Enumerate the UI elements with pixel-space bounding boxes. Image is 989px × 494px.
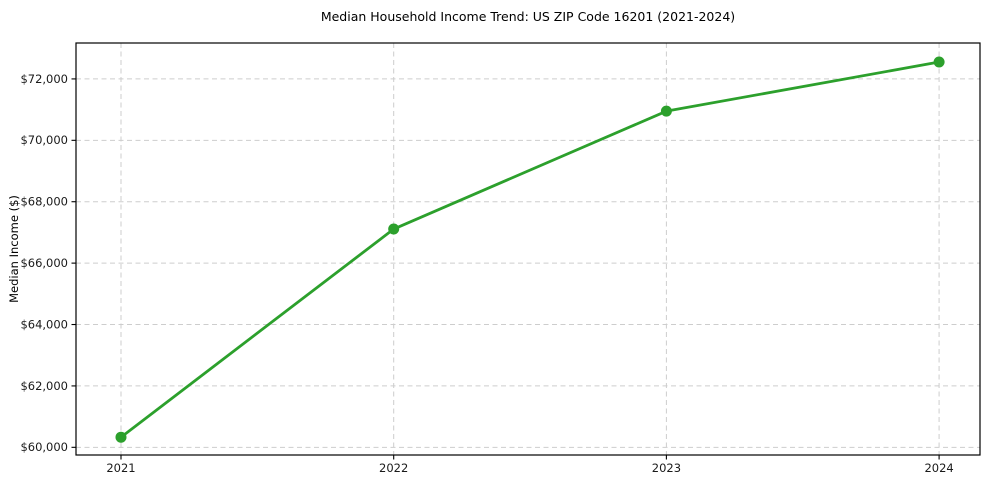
chart-title: Median Household Income Trend: US ZIP Co… — [320, 9, 736, 24]
y-tick-label: $62,000 — [20, 379, 68, 393]
data-point-marker — [115, 431, 127, 443]
x-tick-label: 2021 — [106, 461, 135, 475]
data-point-marker — [933, 56, 945, 68]
data-point-marker — [388, 223, 400, 235]
y-axis-label: Median Income ($) — [7, 195, 21, 303]
y-tick-label: $60,000 — [20, 440, 68, 454]
x-tick-label: 2022 — [379, 461, 408, 475]
y-tick-label: $68,000 — [20, 195, 68, 209]
y-tick-label: $66,000 — [20, 256, 68, 270]
y-tick-label: $70,000 — [20, 133, 68, 147]
y-tick-label: $72,000 — [20, 72, 68, 86]
axes-border — [75, 42, 981, 456]
y-tick-label: $64,000 — [20, 317, 68, 331]
trend-line — [119, 60, 941, 439]
x-tick-label: 2023 — [652, 461, 681, 475]
x-tick-label: 2024 — [924, 461, 953, 475]
data-point-marker — [660, 105, 672, 117]
